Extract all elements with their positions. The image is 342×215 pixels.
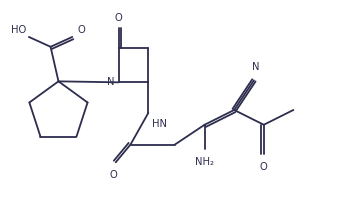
Text: HN: HN: [152, 119, 167, 129]
Text: O: O: [115, 13, 122, 23]
Text: O: O: [260, 162, 268, 172]
Text: NH₂: NH₂: [195, 157, 214, 167]
Text: HO: HO: [11, 25, 26, 35]
Text: N: N: [252, 63, 260, 72]
Text: N: N: [107, 77, 115, 87]
Text: O: O: [110, 170, 118, 180]
Text: O: O: [77, 25, 85, 35]
